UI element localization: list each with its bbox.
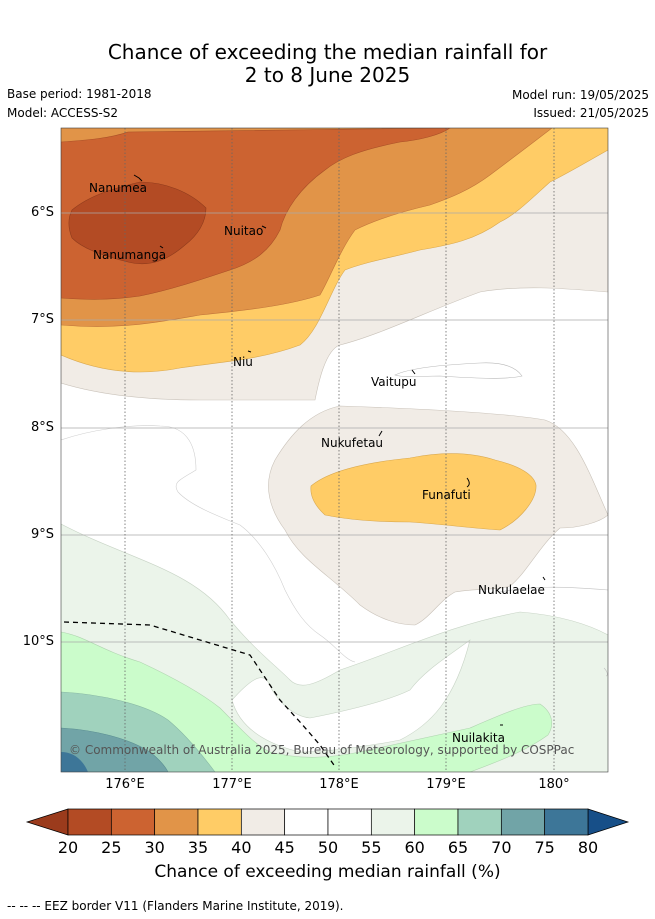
place-label-nanumea: Nanumea [89,181,147,195]
island-funafuti-shape [466,477,470,488]
colorbar-segment-35-40 [197,808,242,836]
colorbar-segment-45-50 [284,808,329,836]
map-title-line2: 2 to 8 June 2025 [244,63,411,87]
model-run-label: Model run: 19/05/2025 [511,88,649,102]
y-tick-10s: 10°S [22,634,54,649]
colorbar-segment-70-75 [500,808,546,836]
base-period-label: Base period: 1981-2018 [7,87,152,101]
colorbar [25,808,630,836]
x-tick-177e: 177°E [212,777,252,792]
contour-vaitupu [394,362,523,379]
contour-east-green [603,667,608,677]
y-tick-7s: 7°S [30,312,54,327]
x-tick-180: 180° [538,777,570,792]
colorbar-over-triangle [587,808,630,836]
colorbar-segment-50-55 [327,808,372,836]
colorbar-tick-65: 65 [447,838,469,857]
x-tick-178e: 178°E [319,777,359,792]
place-label-funafuti: Funafuti [422,488,471,502]
colorbar-tick-40: 40 [231,838,252,857]
colorbar-tick-50: 50 [317,838,339,857]
colorbar-segment-40-45 [240,808,286,836]
island-nanumea-shape [133,174,143,182]
contour-nukulaelae [499,586,608,593]
colorbar-tick-70: 70 [491,838,512,857]
island-nuitao-shape [261,225,267,229]
colorbar-segment-75-80 [544,808,589,836]
colorbar-tick-45: 45 [274,838,295,857]
colorbar-segment-20-25 [67,808,112,836]
place-label-nuitao: Nuitao [224,224,264,238]
place-label-niu: Niu [233,355,253,369]
colorbar-label: Chance of exceeding median rainfall (%) [154,862,501,882]
issued-label: Issued: 21/05/2025 [533,106,649,120]
colorbar-segment-65-70 [457,808,502,836]
island-nukufetau-shape [378,430,383,437]
region-70-75 [61,727,169,772]
colorbar-tick-75: 75 [534,838,555,857]
x-tick-176e: 176°E [105,777,145,792]
region-75-80 [61,752,88,772]
place-label-vaitupu: Vaitupu [371,375,417,389]
colorbar-tick-55: 55 [361,838,382,857]
y-tick-8s: 8°S [30,420,54,435]
colorbar-segment-30-35 [154,808,199,836]
island-nanumanga-shape [159,245,164,249]
colorbar-tick-35: 35 [187,838,209,857]
copyright-notice: © Commonwealth of Australia 2025, Bureau… [69,743,575,757]
place-label-nukufetau: Nukufetau [321,436,384,450]
map-title-line1: Chance of exceeding the median rainfall … [107,40,548,64]
y-tick-6s: 6°S [30,205,54,220]
region-35-40-central [310,453,537,531]
island-nukulaelae-shape [542,576,546,581]
colorbar-segment-25-30 [110,808,156,836]
colorbar-tick-25: 25 [101,838,122,857]
model-label: Model: ACCESS-S2 [7,106,119,120]
colorbar-under-triangle [25,808,69,836]
contour-west [61,425,356,663]
place-label-nanumanga: Nanumanga [93,248,167,262]
colorbar-tick-60: 60 [404,838,425,857]
place-label-nukulaelae: Nukulaelae [478,583,545,597]
colorbar-tick-30: 30 [144,838,165,857]
colorbar-tick-80: 80 [577,838,599,857]
place-label-nuilakita: Nuilakita [452,731,505,745]
x-tick-179e: 179°E [426,777,466,792]
colorbar-segment-60-65 [414,808,459,836]
colorbar-segment-55-60 [370,808,416,836]
y-tick-9s: 9°S [30,527,54,542]
region-20-25 [68,181,207,265]
colorbar-tick-20: 20 [57,838,79,857]
eez-footnote: -- -- -- EEZ border V11 (Flanders Marine… [7,899,344,913]
map-frame [60,127,609,773]
eez-border-line [63,621,337,769]
island-niu-shape [247,350,252,353]
island-vaitupu-shape [411,369,416,375]
